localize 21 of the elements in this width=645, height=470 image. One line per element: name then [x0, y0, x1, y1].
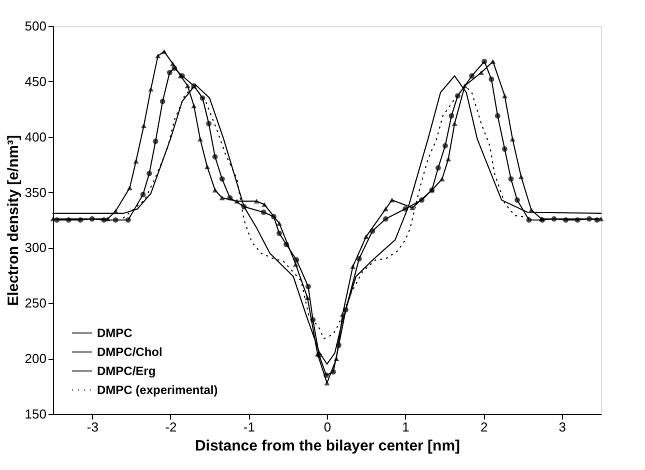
legend-label: DMPC: [97, 326, 133, 340]
y-tick-label: 300: [24, 240, 46, 256]
x-tick-label: -2: [165, 420, 177, 434]
legend-label: DMPC (experimental): [97, 383, 218, 397]
x-tick-label: 2: [480, 420, 488, 434]
x-tick-label: 3: [558, 420, 566, 434]
y-tick-label: 350: [24, 184, 46, 200]
y-tick-label: 150: [24, 406, 46, 422]
y-tick-label: 250: [24, 296, 46, 311]
x-tick-label: 0: [324, 420, 332, 434]
x-axis-title: Distance from the bilayer center [nm]: [194, 438, 460, 454]
x-tick-label: -1: [243, 420, 255, 434]
legend-label: DMPC/Chol: [97, 345, 162, 359]
x-tick-label: -3: [86, 420, 98, 434]
x-tick-label: 1: [402, 420, 410, 434]
legend-label: DMPC/Erg: [97, 364, 156, 378]
y-tick-label: 200: [24, 351, 46, 366]
y-tick-label: 450: [24, 74, 46, 89]
y-axis-title: Electron density [e/nm³]: [4, 135, 22, 306]
y-tick-label: 500: [24, 18, 46, 34]
y-tick-label: 400: [24, 129, 46, 144]
